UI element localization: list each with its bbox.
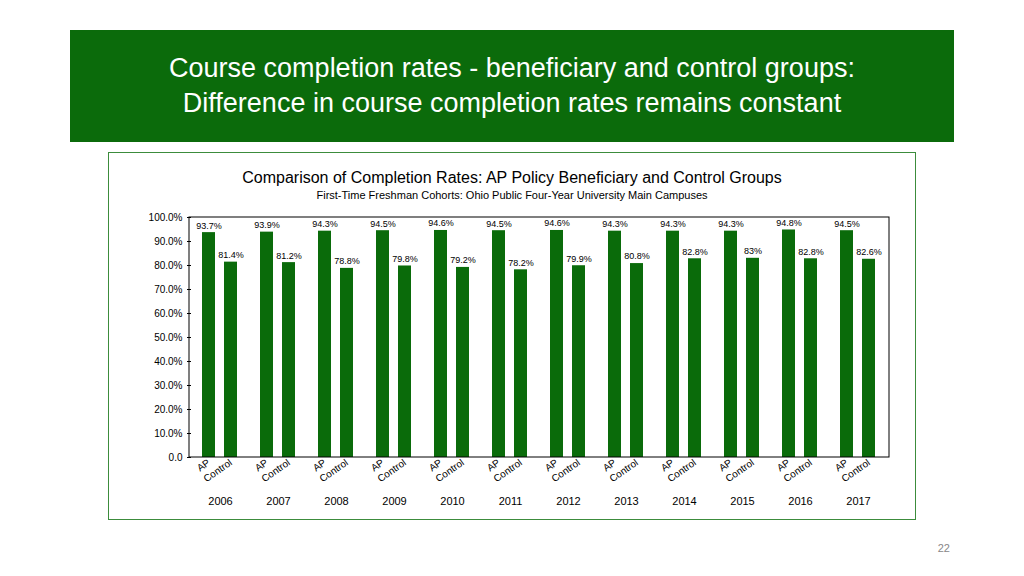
svg-text:2009: 2009	[382, 495, 406, 507]
html-text:Comparison of Completion Rates: Comparison of Completion Rates: AP Polic…	[242, 169, 782, 186]
html-text:Course completion rates - bene: Course completion rates - beneficiary an…	[169, 53, 855, 83]
svg-text:78.8%: 78.8%	[334, 256, 360, 266]
svg-text:94.5%: 94.5%	[486, 219, 512, 229]
svg-text:AP: AP	[368, 456, 386, 474]
svg-text:AP: AP	[542, 456, 560, 474]
svg-text:AP: AP	[774, 456, 792, 474]
svg-text:2008: 2008	[324, 495, 348, 507]
svg-text:79.2%: 79.2%	[450, 255, 476, 265]
svg-text:Control: Control	[491, 457, 524, 485]
svg-text:50.0%: 50.0%	[154, 332, 182, 343]
svg-text:20.0%: 20.0%	[154, 404, 182, 415]
svg-text:2017: 2017	[846, 495, 870, 507]
svg-text:Control: Control	[839, 457, 872, 485]
svg-text:94.3%: 94.3%	[312, 219, 338, 229]
svg-text:40.0%: 40.0%	[154, 356, 182, 367]
svg-text:81.4%: 81.4%	[218, 250, 244, 260]
svg-text:Control: Control	[433, 457, 466, 485]
svg-text:2013: 2013	[614, 495, 638, 507]
svg-text:94.5%: 94.5%	[834, 219, 860, 229]
html-text:22: 22	[937, 542, 950, 554]
svg-text:100.0%: 100.0%	[149, 212, 183, 223]
svg-text:90.0%: 90.0%	[154, 236, 182, 247]
svg-text:79.8%: 79.8%	[392, 254, 418, 264]
svg-text:Control: Control	[549, 457, 582, 485]
svg-text:0.0: 0.0	[169, 452, 183, 463]
svg-text:AP: AP	[194, 456, 212, 474]
svg-text:70.0%: 70.0%	[154, 284, 182, 295]
svg-text:82.6%: 82.6%	[856, 247, 882, 257]
svg-text:2012: 2012	[556, 495, 580, 507]
svg-text:Control: Control	[607, 457, 640, 485]
svg-text:Control: Control	[375, 457, 408, 485]
svg-text:82.8%: 82.8%	[682, 247, 708, 257]
svg-text:Control: Control	[259, 457, 292, 485]
svg-text:Control: Control	[723, 457, 756, 485]
svg-text:AP: AP	[426, 456, 444, 474]
svg-text:83%: 83%	[744, 246, 762, 256]
svg-text:2016: 2016	[788, 495, 812, 507]
svg-text:94.3%: 94.3%	[660, 219, 686, 229]
svg-text:Control: Control	[317, 457, 350, 485]
html-text:Difference in course completio: Difference in course completion rates re…	[182, 88, 842, 118]
svg-text:93.7%: 93.7%	[196, 221, 222, 231]
svg-text:Control: Control	[665, 457, 698, 485]
html-text:First-Time Freshman Cohorts: O: First-Time Freshman Cohorts: Ohio Public…	[316, 189, 708, 201]
svg-text:94.8%: 94.8%	[776, 218, 802, 228]
svg-text:AP: AP	[600, 456, 618, 474]
svg-text:94.3%: 94.3%	[602, 219, 628, 229]
svg-text:AP: AP	[252, 456, 270, 474]
svg-text:78.2%: 78.2%	[508, 258, 534, 268]
svg-text:2010: 2010	[440, 495, 464, 507]
svg-text:82.8%: 82.8%	[798, 247, 824, 257]
svg-text:2006: 2006	[208, 495, 232, 507]
svg-text:AP: AP	[832, 456, 850, 474]
svg-text:94.5%: 94.5%	[370, 219, 396, 229]
svg-text:Control: Control	[781, 457, 814, 485]
svg-text:94.3%: 94.3%	[718, 219, 744, 229]
svg-text:AP: AP	[310, 456, 328, 474]
svg-text:AP: AP	[484, 456, 502, 474]
svg-text:60.0%: 60.0%	[154, 308, 182, 319]
svg-text:94.6%: 94.6%	[544, 218, 570, 228]
svg-text:94.6%: 94.6%	[428, 218, 454, 228]
svg-text:79.9%: 79.9%	[566, 254, 592, 264]
svg-text:80.8%: 80.8%	[624, 251, 650, 261]
svg-text:AP: AP	[658, 456, 676, 474]
svg-text:80.0%: 80.0%	[154, 260, 182, 271]
svg-text:2014: 2014	[672, 495, 696, 507]
svg-text:2015: 2015	[730, 495, 754, 507]
svg-text:2011: 2011	[499, 495, 523, 507]
svg-text:Control: Control	[201, 457, 234, 485]
svg-text:AP: AP	[716, 456, 734, 474]
svg-text:81.2%: 81.2%	[276, 251, 302, 261]
svg-text:93.9%: 93.9%	[254, 220, 280, 230]
svg-text:30.0%: 30.0%	[154, 380, 182, 391]
svg-text:10.0%: 10.0%	[154, 428, 182, 439]
svg-text:2007: 2007	[266, 495, 290, 507]
